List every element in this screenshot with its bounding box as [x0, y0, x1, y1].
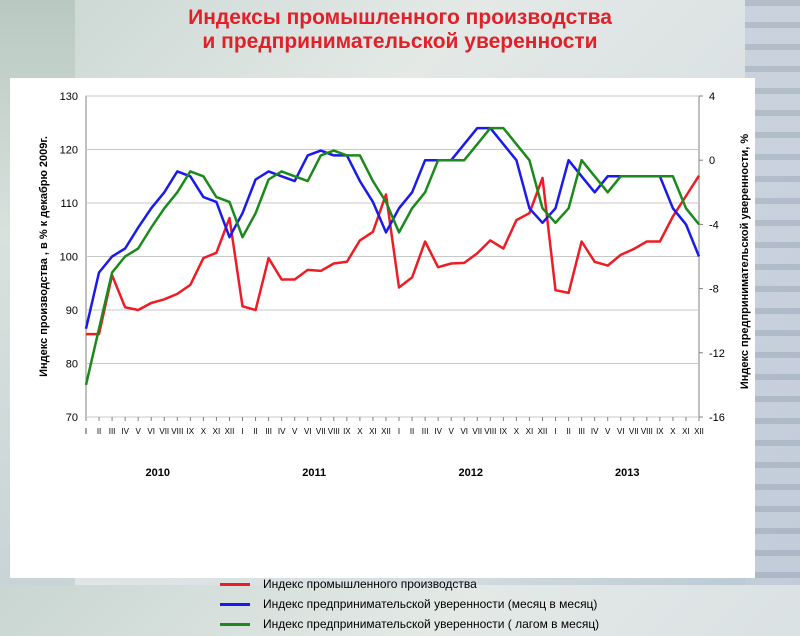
x-tick-label: V	[292, 427, 298, 436]
x-tick-label: VII	[472, 427, 482, 436]
y-tick-label: 70	[66, 412, 78, 424]
y-tick-label: 90	[66, 305, 78, 317]
legend-item-confidence-monthly: Индекс предпринимательской уверенности (…	[220, 596, 640, 616]
page-title: Индексы промышленного производства и пре…	[0, 6, 800, 54]
x-tick-label: XII	[694, 427, 704, 436]
x-tick-label: I	[241, 427, 243, 436]
y-tick-label: 100	[60, 252, 78, 264]
y-axis-title: Индекс производства , в % к декабрю 2009…	[38, 136, 50, 377]
x-tick-label: VII	[159, 427, 169, 436]
y2-tick-label: -12	[709, 348, 725, 360]
x-tick-label: IV	[278, 427, 286, 436]
y2-tick-label: 4	[709, 91, 715, 103]
y-tick-label: 110	[60, 198, 78, 210]
legend-line-blue	[220, 603, 250, 606]
legend-item-production: Индекс промышленного производства	[220, 576, 640, 596]
x-tick-label: XII	[225, 427, 235, 436]
y-tick-label: 80	[66, 359, 78, 371]
y2-tick-label: -8	[709, 284, 719, 296]
legend-label-confidence-monthly: Индекс предпринимательской уверенности (…	[263, 597, 598, 611]
title-line-2: и предпринимательской уверенности	[202, 30, 598, 53]
x-tick-label: III	[422, 427, 429, 436]
x-tick-label: IX	[343, 427, 351, 436]
legend-label-confidence-lagged: Индекс предпринимательской уверенности (…	[263, 617, 600, 631]
x-tick-label: IV	[591, 427, 599, 436]
legend-item-confidence-lagged: Индекс предпринимательской уверенности (…	[220, 616, 640, 636]
y2-axis-title: Индекс предпринимательской уверенности, …	[739, 134, 751, 389]
x-tick-label: VI	[460, 427, 468, 436]
x-tick-label: IV	[121, 427, 129, 436]
series-line-0	[86, 175, 701, 336]
x-tick-label: XI	[369, 427, 377, 436]
x-tick-label: XI	[682, 427, 690, 436]
series-line-2	[84, 126, 700, 386]
chart-panel: 70 80 90 100 110 120 130 4 0 -4 -8 -12 -16 I II III IV V V…	[10, 78, 755, 631]
x-tick-label: X	[201, 427, 207, 436]
title-line-1: Индексы промышленного производства	[188, 6, 612, 29]
x-tick-label: XI	[213, 427, 221, 436]
x-tick-label: XI	[526, 427, 534, 436]
x-tick-label: X	[514, 427, 520, 436]
y2-tick-label: 0	[709, 155, 715, 167]
x-tick-label: V	[449, 427, 455, 436]
x-tick-label: XII	[538, 427, 548, 436]
year-label: 2011	[302, 467, 326, 479]
chart-legend: Индекс промышленного производства Индекс…	[220, 576, 640, 636]
x-tick-label: VI	[147, 427, 155, 436]
x-tick-label: VII	[316, 427, 326, 436]
x-tick-label: XII	[381, 427, 391, 436]
legend-line-green	[220, 623, 250, 626]
y2-tick-label: -16	[709, 412, 725, 424]
x-tick-label: III	[265, 427, 272, 436]
x-tick-label: I	[554, 427, 556, 436]
x-tick-label: IX	[187, 427, 195, 436]
year-label: 2012	[459, 467, 483, 479]
x-tick-label: I	[398, 427, 400, 436]
y2-tick-label: -4	[709, 219, 719, 231]
x-tick-label: VIII	[484, 427, 496, 436]
x-tick-label: II	[410, 427, 414, 436]
y-tick-label: 130	[60, 91, 78, 103]
x-tick-label: V	[605, 427, 611, 436]
legend-label-production: Индекс промышленного производства	[263, 577, 477, 591]
x-tick-label: VIII	[171, 427, 183, 436]
year-label: 2010	[145, 467, 169, 479]
x-tick-label: I	[85, 427, 87, 436]
x-tick-label: X	[670, 427, 676, 436]
x-tick-label: IV	[434, 427, 442, 436]
x-tick-label: VIII	[328, 427, 340, 436]
x-tick-label: V	[135, 427, 141, 436]
x-tick-label: II	[97, 427, 101, 436]
y-tick-label: 120	[60, 145, 78, 157]
x-tick-label: VIII	[641, 427, 653, 436]
x-tick-label: IX	[500, 427, 508, 436]
year-label: 2013	[615, 467, 639, 479]
x-tick-label: VI	[304, 427, 312, 436]
x-tick-label: X	[357, 427, 363, 436]
x-tick-label: II	[253, 427, 257, 436]
x-tick-label: VI	[617, 427, 625, 436]
x-tick-label: VII	[629, 427, 639, 436]
x-tick-label: III	[109, 427, 116, 436]
x-tick-label: II	[566, 427, 570, 436]
x-tick-label: IX	[656, 427, 664, 436]
x-tick-label: III	[578, 427, 585, 436]
